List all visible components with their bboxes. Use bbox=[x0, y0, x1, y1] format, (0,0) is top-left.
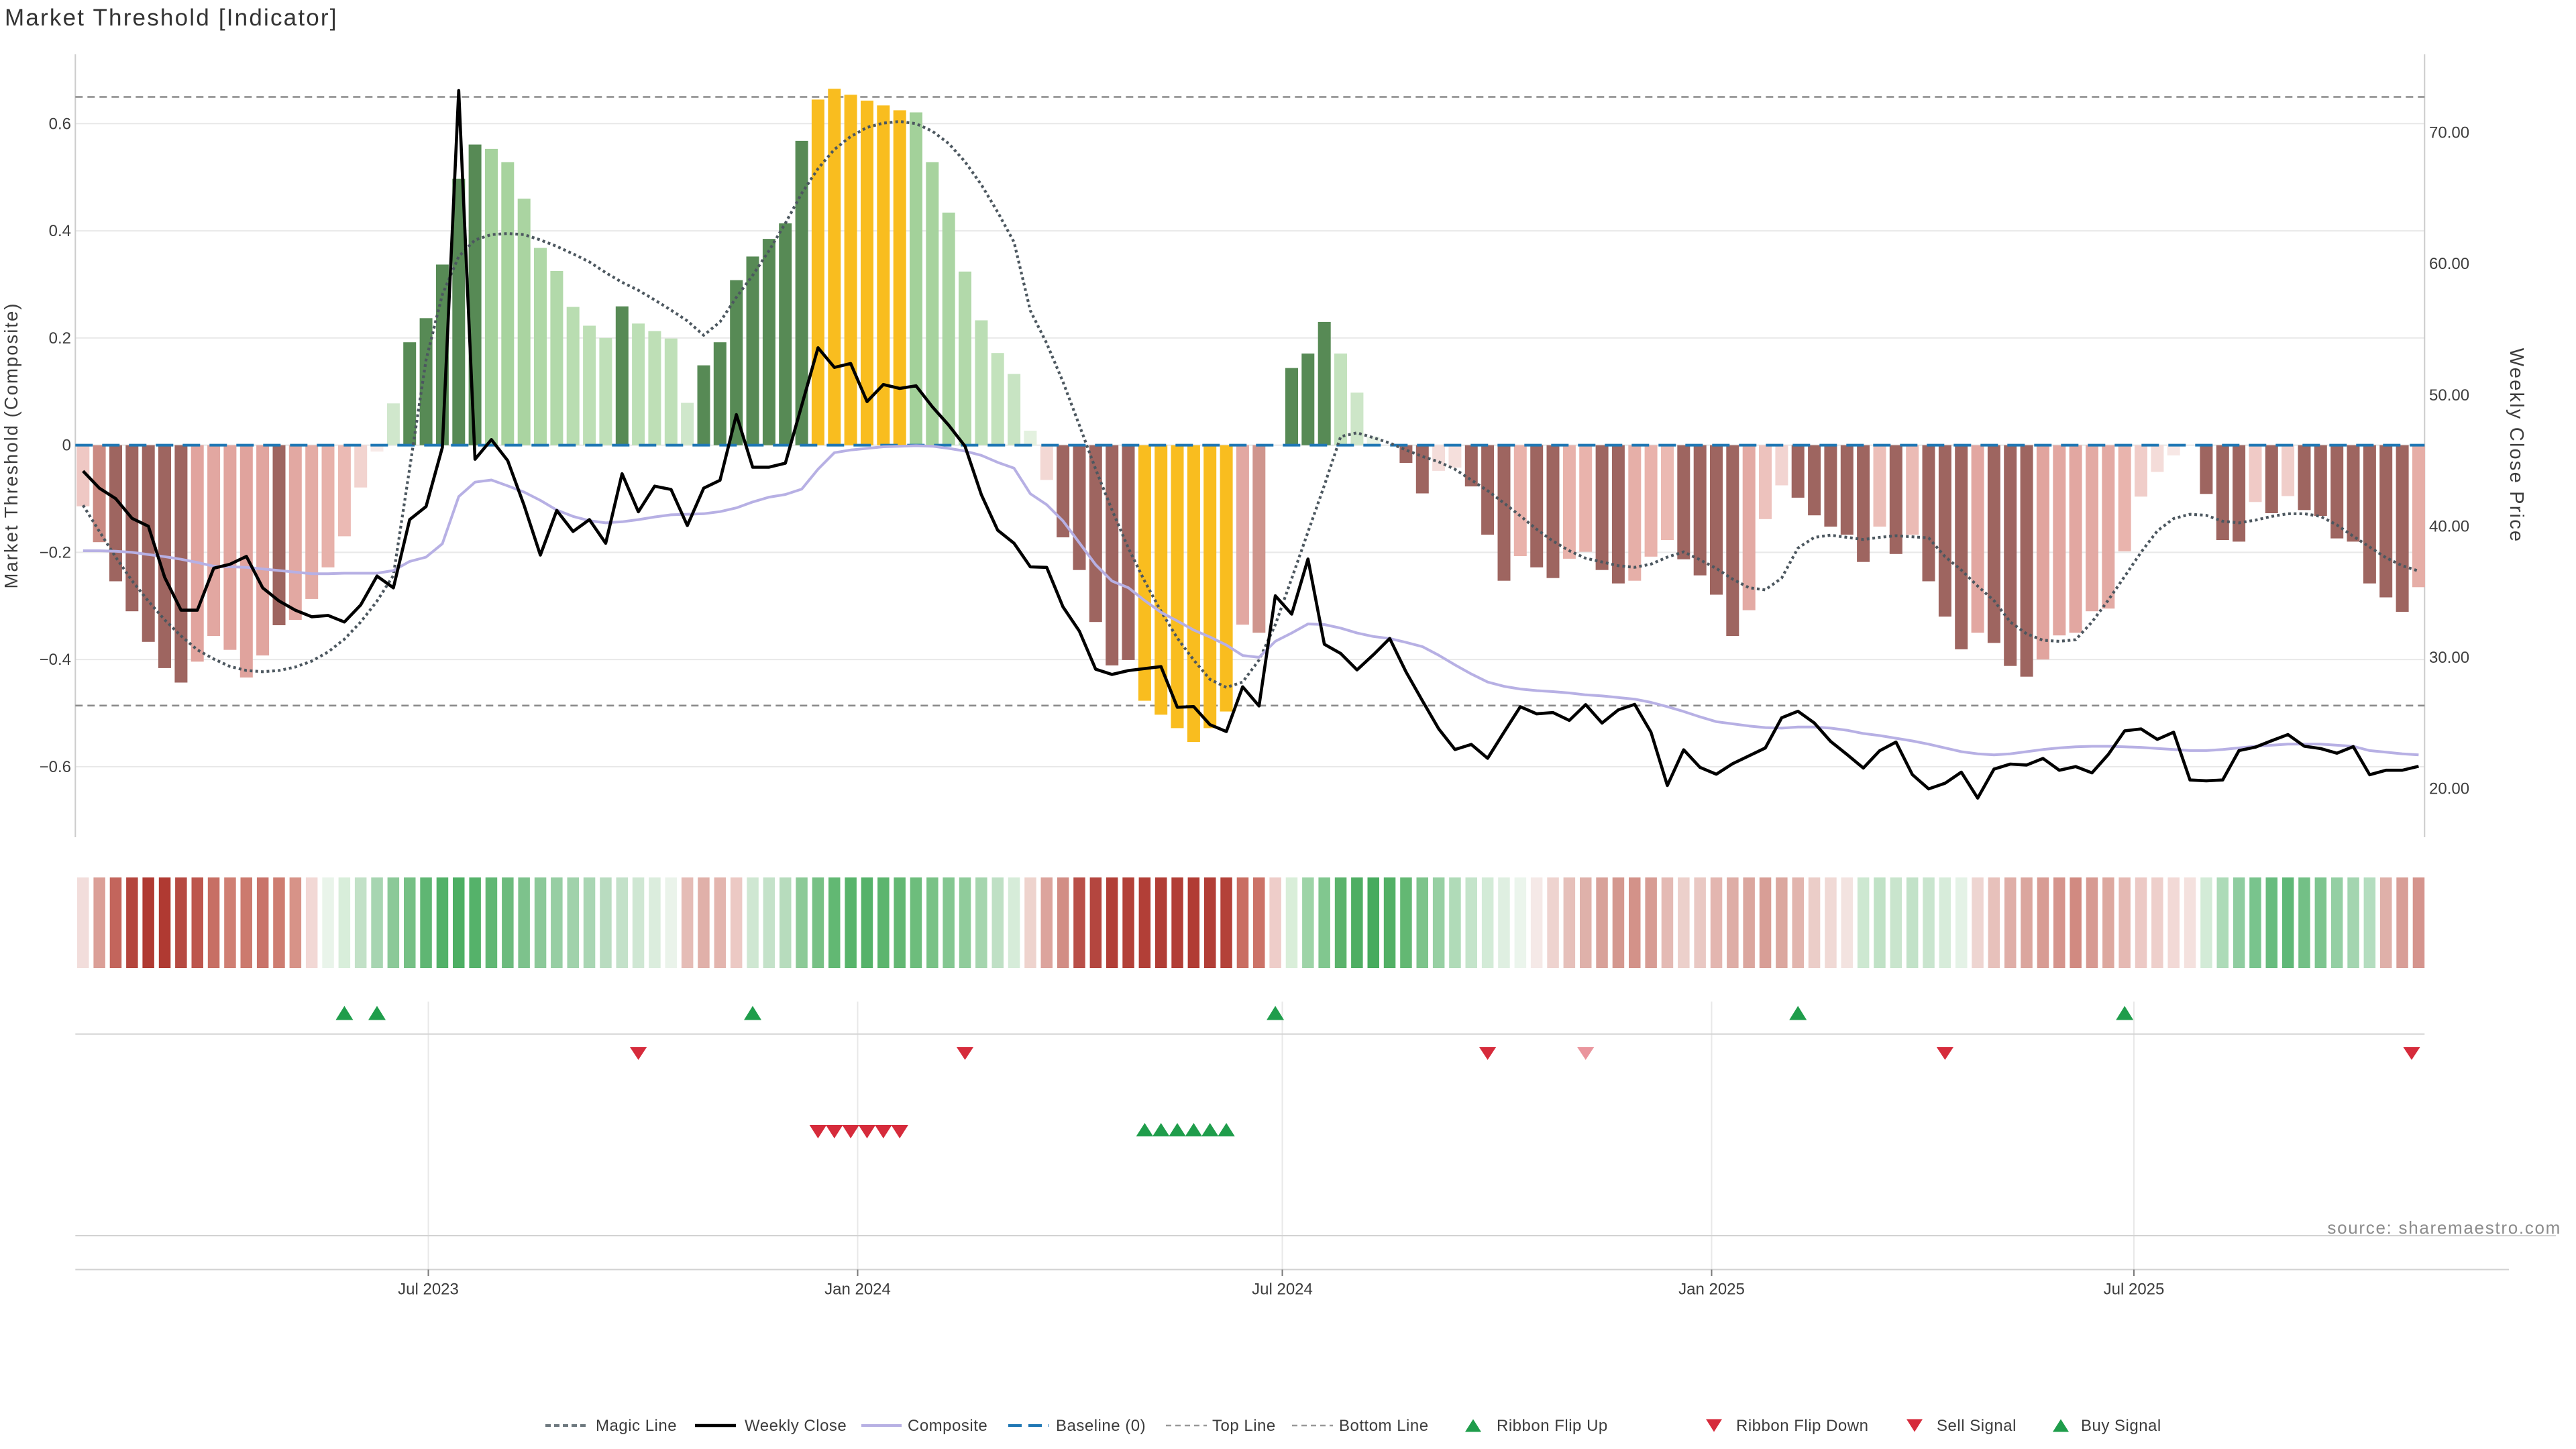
svg-text:0.2: 0.2 bbox=[49, 329, 71, 347]
svg-text:Magic Line: Magic Line bbox=[596, 1417, 677, 1435]
svg-text:Market Threshold [Indicator]: Market Threshold [Indicator] bbox=[5, 5, 338, 31]
svg-text:−0.2: −0.2 bbox=[40, 543, 71, 561]
svg-text:30.00: 30.00 bbox=[2429, 649, 2469, 667]
svg-text:−0.4: −0.4 bbox=[40, 651, 71, 669]
svg-text:Jul 2024: Jul 2024 bbox=[1252, 1281, 1313, 1299]
svg-text:Jan 2025: Jan 2025 bbox=[1678, 1281, 1745, 1299]
svg-text:0.6: 0.6 bbox=[49, 115, 71, 133]
svg-text:Ribbon Flip Down: Ribbon Flip Down bbox=[1736, 1417, 1868, 1435]
svg-text:Top Line: Top Line bbox=[1212, 1417, 1276, 1435]
svg-text:Ribbon Flip Up: Ribbon Flip Up bbox=[1497, 1417, 1608, 1435]
svg-text:20.00: 20.00 bbox=[2429, 780, 2469, 798]
svg-text:Market Threshold (Composite): Market Threshold (Composite) bbox=[1, 303, 21, 589]
svg-text:Bottom Line: Bottom Line bbox=[1339, 1417, 1429, 1435]
svg-text:source: sharemaestro.com: source: sharemaestro.com bbox=[2327, 1218, 2561, 1238]
svg-text:Weekly Close Price: Weekly Close Price bbox=[2506, 348, 2527, 543]
svg-text:Jul 2023: Jul 2023 bbox=[398, 1281, 459, 1299]
svg-text:Jul 2025: Jul 2025 bbox=[2104, 1281, 2165, 1299]
svg-text:Jan 2024: Jan 2024 bbox=[824, 1281, 891, 1299]
svg-text:50.00: 50.00 bbox=[2429, 386, 2469, 405]
svg-text:Baseline (0): Baseline (0) bbox=[1056, 1417, 1146, 1435]
svg-text:0.4: 0.4 bbox=[49, 222, 71, 240]
svg-text:0: 0 bbox=[62, 437, 71, 455]
svg-text:Sell Signal: Sell Signal bbox=[1937, 1417, 2017, 1435]
svg-text:70.00: 70.00 bbox=[2429, 124, 2469, 142]
svg-text:40.00: 40.00 bbox=[2429, 517, 2469, 535]
svg-text:Composite: Composite bbox=[908, 1417, 987, 1435]
svg-text:Buy Signal: Buy Signal bbox=[2081, 1417, 2161, 1435]
svg-text:Weekly Close: Weekly Close bbox=[745, 1417, 847, 1435]
svg-text:60.00: 60.00 bbox=[2429, 255, 2469, 273]
svg-text:−0.6: −0.6 bbox=[40, 758, 71, 776]
